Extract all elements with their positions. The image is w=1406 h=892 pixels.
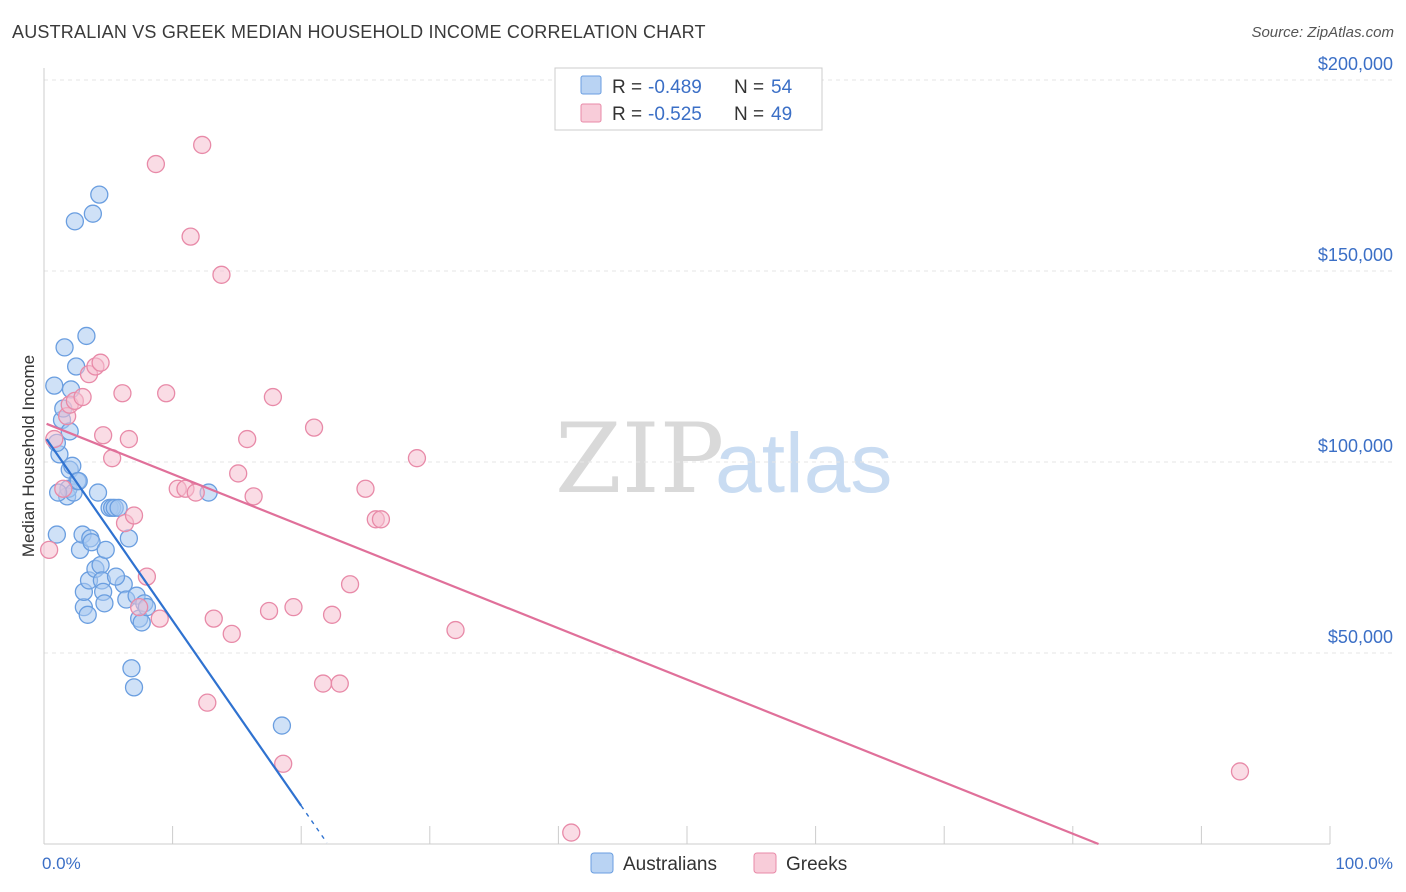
legend-n-label-greeks: N = (734, 104, 764, 125)
chart-title: AUSTRALIAN VS GREEK MEDIAN HOUSEHOLD INC… (12, 22, 706, 42)
greeks-point (284, 598, 303, 617)
australians-point (77, 326, 96, 346)
y-tick-label: $150,000 (1318, 245, 1393, 265)
australians-point (55, 338, 74, 357)
trend-lines (45, 422, 1099, 846)
x-tick-label-min: 0.0% (42, 854, 81, 873)
greeks-trend-line (46, 422, 1099, 846)
greeks-point (340, 575, 360, 594)
y-axis-label: Median Household Income (19, 355, 38, 557)
australians-point (119, 529, 139, 548)
australians-point (122, 659, 141, 678)
axes (43, 68, 1331, 845)
greeks-point (119, 429, 139, 449)
greeks-point (562, 823, 581, 842)
australians-point (47, 525, 67, 544)
y-tick-label: $50,000 (1328, 627, 1393, 647)
greeks-point (274, 754, 293, 773)
y-tick-label: $200,000 (1318, 54, 1393, 74)
legend-r-label-greeks: R = (612, 104, 642, 125)
greeks-point (238, 429, 257, 449)
australians-point (90, 185, 109, 204)
greeks-point (222, 624, 241, 644)
bottom-legend-label-greeks: Greeks (786, 854, 847, 875)
australians-point (82, 533, 101, 552)
australians-point (124, 678, 144, 697)
australians-point (132, 613, 151, 632)
australians-point (109, 498, 128, 517)
bottom-legend-label-australians: Australians (623, 854, 717, 875)
greeks-point (181, 227, 200, 246)
australians-point (45, 376, 64, 395)
australians-point (65, 212, 85, 231)
watermark-atlas: atlas (715, 416, 892, 510)
greeks-point (356, 479, 375, 498)
greeks-point (39, 540, 59, 560)
australians-point (83, 204, 103, 223)
y-tick-label: $100,000 (1318, 436, 1393, 456)
legend: R = -0.489 N = 54 R = -0.525 N = 49 (554, 67, 823, 131)
greeks-point (263, 387, 283, 407)
greeks-point (244, 487, 263, 506)
gridlines (44, 79, 1394, 654)
legend-r-value-australians: -0.489 (648, 77, 702, 98)
greeks-point (304, 418, 324, 437)
australians-point (95, 594, 114, 613)
australians-point (106, 567, 126, 586)
bottom-legend-swatch-australians (590, 852, 614, 874)
australians-points (45, 185, 292, 735)
australians-point (88, 483, 108, 502)
greeks-point (204, 609, 223, 628)
legend-r-label-australians: R = (612, 77, 642, 98)
legend-swatch-australians (580, 75, 602, 95)
greeks-point (113, 384, 132, 403)
greeks-point (45, 429, 64, 449)
bottom-legend: Australians Greeks (590, 852, 847, 875)
greeks-point (124, 506, 144, 525)
australians-trend-line (45, 438, 303, 807)
australians-point (96, 540, 115, 560)
watermark-zip: ZIP (555, 403, 724, 515)
legend-r-value-greeks: -0.525 (648, 104, 702, 125)
greeks-point (313, 674, 333, 693)
legend-n-value-australians: 54 (771, 77, 793, 98)
legend-n-label-australians: N = (734, 77, 764, 98)
x-tick-label-max: 100.0% (1335, 854, 1393, 873)
greeks-point (371, 510, 391, 529)
greeks-point (1230, 762, 1250, 781)
bottom-legend-swatch-greeks (753, 852, 777, 874)
greeks-point (259, 601, 279, 621)
greeks-point (73, 387, 92, 407)
greeks-point (146, 154, 166, 174)
greeks-point (407, 449, 427, 468)
australians-point (78, 605, 97, 624)
greeks-point (54, 479, 73, 498)
greeks-point (330, 674, 349, 693)
greeks-point (229, 464, 248, 483)
greeks-point (94, 426, 113, 445)
australians-point (69, 471, 88, 491)
ticks: $50,000 $100,000 $150,000 $200,000 0.0% 100.0… (42, 54, 1393, 873)
greeks-points (39, 135, 1250, 842)
greeks-point (130, 598, 149, 617)
legend-swatch-greeks (580, 103, 602, 123)
greeks-point (157, 384, 176, 403)
greeks-point (446, 620, 465, 640)
australians-point (272, 716, 292, 735)
source-credit: Source: ZipAtlas.com (1251, 24, 1394, 41)
legend-n-value-greeks: 49 (771, 104, 792, 125)
greeks-point (212, 265, 231, 284)
greeks-point (193, 135, 212, 155)
greeks-point (91, 353, 110, 372)
australians-trend-extension (300, 805, 328, 844)
greeks-point (198, 693, 217, 712)
greeks-point (322, 605, 342, 624)
australians-point (91, 555, 110, 575)
greeks-point (150, 609, 169, 628)
